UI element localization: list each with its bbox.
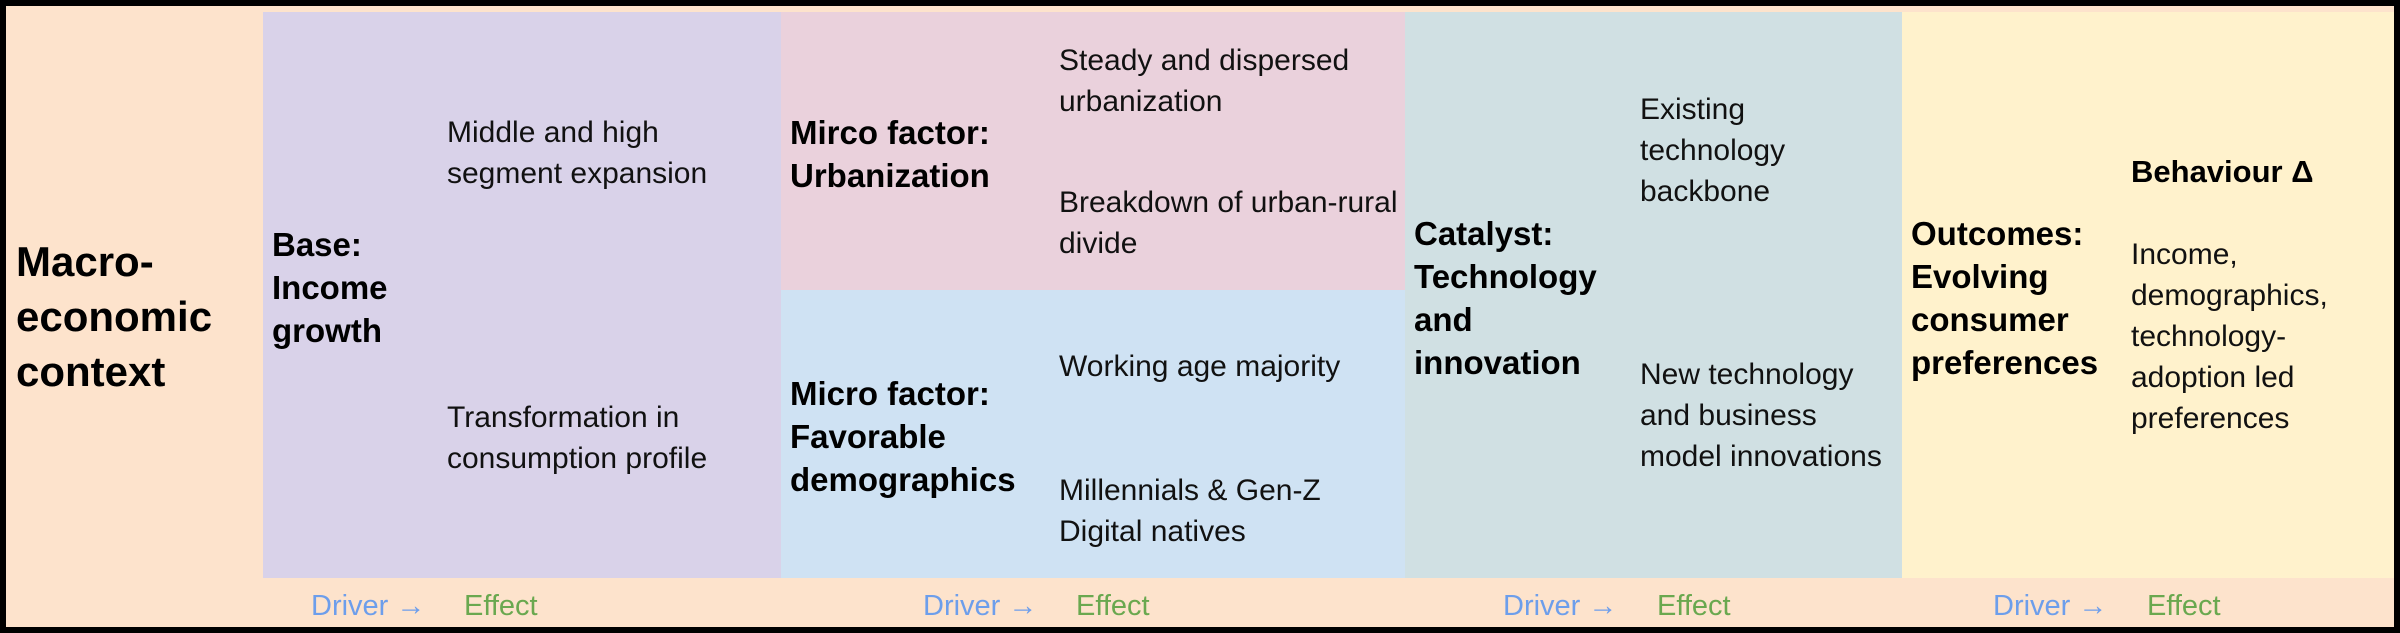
demographics-item: Working age majority bbox=[1059, 350, 1341, 383]
outcomes-heading: Outcomes: Evolving consumer preferences bbox=[1911, 215, 2099, 381]
urbanization-heading: Mirco factor: Urbanization bbox=[790, 114, 990, 194]
catalyst-heading: Catalyst: Technology and innovation bbox=[1414, 215, 1597, 381]
catalyst-panel bbox=[1405, 12, 1902, 578]
urbanization-item: Breakdown of urban-rural divide bbox=[1059, 186, 1398, 260]
outcomes-subheading: Behaviour Δ bbox=[2131, 154, 2314, 189]
base-item: Middle and high segment expansion bbox=[447, 116, 708, 190]
base-item: Transformation in consumption profile bbox=[447, 401, 708, 475]
demographics-heading: Micro factor: Favorable demographics bbox=[790, 375, 1016, 498]
effect-label: Effect bbox=[1657, 590, 1731, 622]
driver-label: Driver → bbox=[311, 590, 426, 622]
demographics-item: Millennials & Gen-Z Digital natives bbox=[1059, 474, 1321, 548]
base-heading: Base: Income growth bbox=[272, 226, 388, 349]
outcomes-panel bbox=[1902, 12, 2394, 578]
effect-label: Effect bbox=[2147, 590, 2221, 622]
effect-label: Effect bbox=[464, 590, 538, 622]
demographics-panel bbox=[781, 290, 1405, 578]
catalyst-item: Existing technology backbone bbox=[1640, 93, 1786, 208]
driver-label: Driver → bbox=[1993, 590, 2108, 622]
driver-label: Driver → bbox=[1503, 590, 1618, 622]
catalyst-item: New technology and business model innova… bbox=[1640, 358, 1882, 473]
effect-label: Effect bbox=[1076, 590, 1150, 622]
driver-label: Driver → bbox=[923, 590, 1038, 622]
urbanization-panel bbox=[781, 12, 1405, 290]
outcomes-item: Income, demographics, technology-adoptio… bbox=[2131, 238, 2328, 435]
macro-title: Macro-economic context bbox=[16, 238, 213, 395]
urbanization-item: Steady and dispersed urbanization bbox=[1059, 44, 1350, 118]
base-panel bbox=[263, 12, 781, 578]
